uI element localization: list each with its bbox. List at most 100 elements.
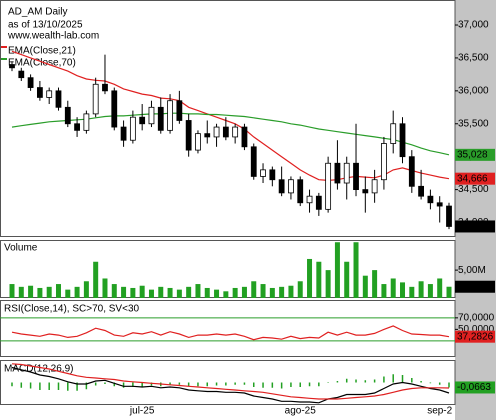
volume-bar (176, 289, 182, 298)
histogram-bar (429, 382, 432, 384)
volume-bar (102, 278, 108, 298)
histogram-bar (438, 382, 441, 385)
x-tick-label: ago-25 (285, 406, 317, 417)
histogram-bar (178, 382, 181, 385)
volume-bar (372, 270, 378, 298)
volume-bar (204, 287, 210, 298)
candle-body (167, 100, 173, 131)
histogram-bar (39, 382, 41, 390)
histogram-bar (271, 382, 274, 388)
histogram-bar (299, 382, 301, 387)
histogram-bar (420, 381, 422, 383)
candle-body (176, 100, 183, 121)
candle-body (46, 90, 53, 98)
volume-bar (390, 278, 396, 298)
volume-bar (55, 284, 61, 298)
histogram-bar (355, 379, 357, 383)
histogram-bar (94, 382, 97, 386)
volume-bar (130, 287, 136, 298)
histogram-bar (327, 382, 329, 383)
histogram-bar (76, 382, 78, 391)
last-value-box (455, 280, 495, 293)
histogram-bar (187, 382, 190, 387)
candle-body (306, 195, 313, 204)
histogram-bar (234, 382, 236, 385)
candle-body (371, 179, 378, 194)
volume-bar (344, 261, 350, 298)
candle-body (129, 116, 136, 141)
volume-bar (307, 258, 313, 298)
candle-body (157, 106, 164, 131)
histogram-bar (197, 382, 199, 387)
candle-body (408, 156, 415, 187)
histogram-bar (252, 382, 255, 387)
candle-body (343, 162, 350, 184)
volume-bar (260, 284, 266, 298)
x-tick-label: sep-2 (427, 406, 452, 417)
histogram-bar (132, 382, 134, 387)
volume-bar (18, 286, 24, 298)
last-value-label: 34,666 (457, 173, 488, 184)
volume-bar (362, 275, 368, 298)
candle-body (278, 179, 285, 194)
volume-bar (28, 285, 34, 298)
candle-body (83, 113, 90, 131)
volume-bar (241, 286, 247, 298)
ema-line (11, 50, 450, 182)
last-value-box (455, 381, 495, 394)
macd-line (11, 366, 450, 404)
volume-bar (121, 286, 127, 298)
candle-body (55, 90, 62, 108)
histogram-bar (141, 382, 143, 387)
histogram-bar (215, 382, 218, 386)
volume-bar (297, 281, 303, 298)
candle-body (148, 106, 155, 125)
candle-body (362, 189, 369, 194)
histogram-bar (11, 382, 13, 387)
macd-line (11, 363, 450, 400)
annotation: www.wealth-lab.com (7, 31, 99, 42)
volume-bar (232, 287, 238, 298)
candle-body (64, 106, 71, 125)
volume-bar (269, 287, 275, 298)
candle-body (222, 126, 229, 138)
panel (0, 0, 456, 237)
candle-body (102, 83, 108, 92)
histogram-bar (392, 374, 394, 383)
histogram-bar (262, 382, 264, 388)
volume-bar (186, 286, 192, 298)
candle-body (92, 83, 99, 115)
last-value-label: 37,2826 (457, 331, 494, 342)
panel (0, 360, 456, 405)
chart-subtitle: as of 13/10/2025 (8, 20, 83, 31)
histogram-bar (29, 382, 32, 389)
candle-body (241, 126, 248, 148)
histogram-bar (364, 380, 367, 383)
candle-body (315, 195, 322, 210)
histogram-bar (401, 375, 404, 383)
candle-body (446, 205, 452, 227)
candle-body (260, 169, 266, 177)
histogram-bar (20, 382, 23, 388)
volume-bar (167, 287, 173, 298)
candle-body (185, 120, 192, 151)
histogram-bar (308, 382, 311, 387)
histogram-bar (373, 379, 376, 383)
panel-title: Volume (4, 243, 38, 254)
volume-bar (427, 284, 433, 298)
volume-bar (195, 284, 201, 298)
candle-body (111, 90, 118, 128)
histogram-bar (113, 382, 116, 387)
histogram-bar (150, 382, 153, 386)
volume-bar (37, 287, 43, 298)
panel-title: RSI(Close,14), SC>70, SV<30 (4, 304, 140, 315)
legend-label: EMA(Close,21) (8, 46, 76, 57)
volume-bar (325, 270, 331, 298)
volume-bar (279, 286, 285, 298)
histogram-bar (336, 381, 339, 383)
volume-bar (223, 291, 229, 298)
last-value-label: 35,028 (457, 149, 488, 160)
y-tick-label: 36,000 (458, 85, 489, 96)
histogram-bar (448, 382, 450, 388)
histogram-bar (67, 382, 69, 391)
